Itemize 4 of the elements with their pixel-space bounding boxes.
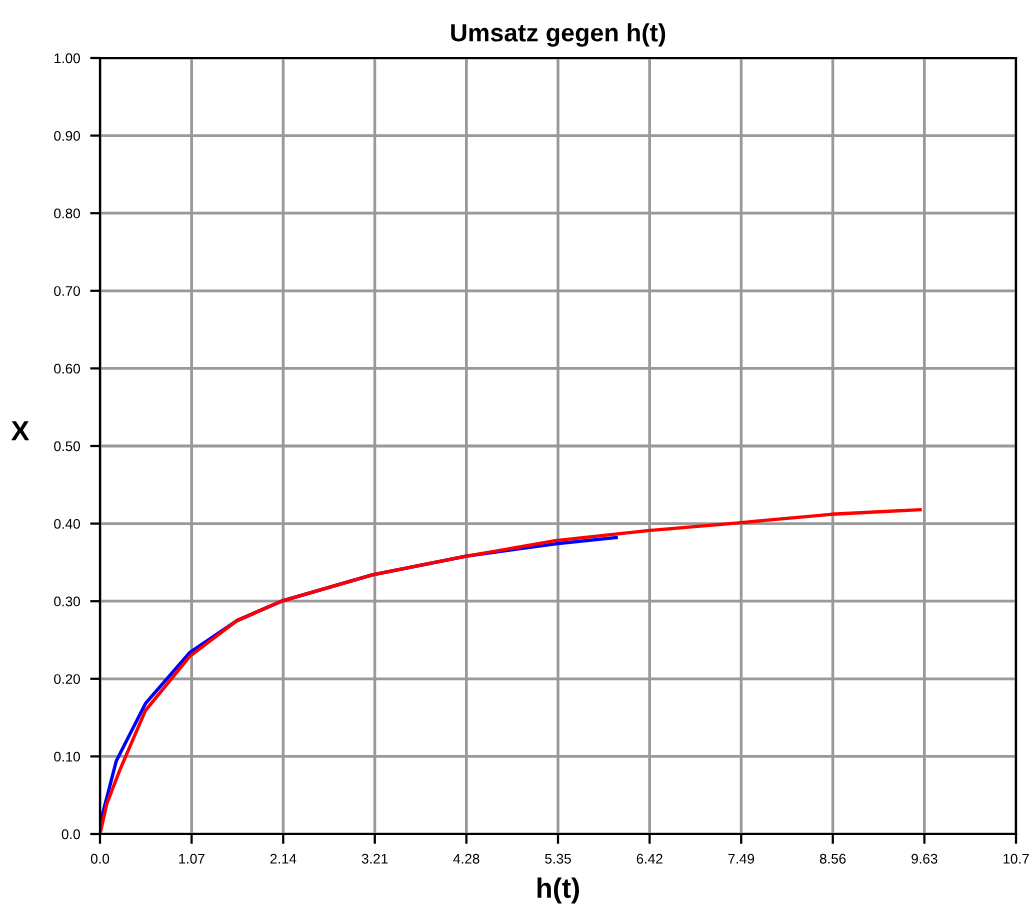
chart-title: Umsatz gegen h(t) (451, 23, 666, 47)
x-axis-title: h(t) (537, 877, 579, 904)
y-axis-title: X (11, 421, 30, 441)
line-series (100, 507, 922, 834)
